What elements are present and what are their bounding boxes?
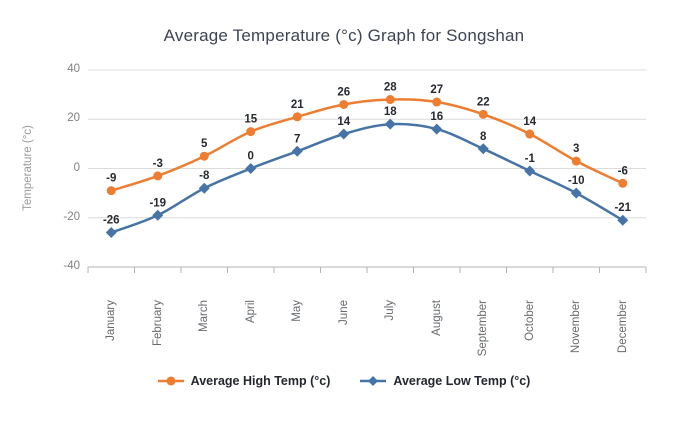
data-point-marker[interactable]: [617, 214, 629, 226]
series-line-0: [110, 98, 625, 192]
data-point-marker[interactable]: [198, 182, 210, 194]
x-axis-label: July: [378, 300, 402, 372]
data-point-label: -6: [618, 165, 628, 177]
data-point-marker[interactable]: [153, 171, 163, 181]
data-point-marker[interactable]: [292, 112, 302, 122]
x-axis-label-text: March: [198, 300, 211, 332]
legend-marker-icon: [157, 376, 184, 386]
data-point-label: 14: [523, 116, 536, 128]
data-point-label: 15: [244, 114, 257, 126]
y-axis-tick-label: 20: [67, 112, 80, 125]
data-point-label: -10: [568, 175, 585, 187]
x-axis-label: April: [239, 300, 263, 372]
x-axis-label: August: [425, 300, 449, 372]
x-axis-label-text: October: [523, 300, 536, 341]
legend-label: Average Low Temp (°c): [393, 374, 531, 388]
data-point-label: 5: [201, 138, 208, 150]
data-point-marker[interactable]: [384, 118, 396, 130]
data-point-marker[interactable]: [525, 129, 535, 139]
data-point-label: 18: [384, 106, 397, 118]
data-point-label: 0: [248, 151, 254, 163]
data-point-marker[interactable]: [105, 227, 117, 239]
data-point-marker[interactable]: [478, 109, 488, 119]
x-axis-label: September: [471, 300, 495, 372]
data-point-label: -9: [106, 173, 116, 185]
legend-item-0[interactable]: Average High Temp (°c): [157, 374, 331, 388]
data-point-marker[interactable]: [291, 145, 303, 157]
data-point-marker[interactable]: [385, 95, 395, 105]
x-axis-label-text: June: [337, 300, 350, 325]
legend-item-1[interactable]: Average Low Temp (°c): [360, 374, 530, 388]
data-point-marker[interactable]: [339, 99, 349, 109]
data-point-marker[interactable]: [477, 143, 489, 155]
data-point-label: 27: [430, 84, 443, 96]
x-axis-label-text: July: [384, 300, 397, 321]
data-point-label: -19: [149, 197, 166, 209]
data-point-label: 21: [291, 99, 304, 111]
data-point-marker[interactable]: [246, 127, 256, 137]
x-axis-label-text: August: [430, 300, 443, 336]
x-axis-label: June: [332, 300, 356, 372]
x-axis-label-text: February: [151, 300, 164, 347]
data-point-label: 14: [337, 116, 350, 128]
data-point-marker[interactable]: [618, 178, 628, 188]
series-line-1: [110, 122, 625, 234]
data-point-label: 28: [384, 82, 397, 94]
data-point-label: 26: [337, 86, 350, 98]
legend-marker-icon: [360, 376, 387, 386]
x-axis-label: October: [518, 300, 542, 372]
x-axis-label-text: November: [570, 300, 583, 354]
data-point-label: 3: [573, 143, 579, 155]
x-axis-label: December: [611, 300, 635, 372]
y-axis-tick-label: 0: [73, 161, 80, 174]
data-point-marker[interactable]: [338, 128, 350, 140]
data-point-label: -8: [199, 170, 210, 182]
x-axis-label: March: [192, 300, 216, 372]
x-axis-label: November: [564, 300, 588, 372]
data-point-label: -3: [153, 158, 163, 170]
data-point-marker[interactable]: [106, 186, 116, 196]
data-point-marker[interactable]: [570, 187, 582, 199]
data-point-marker[interactable]: [524, 165, 536, 177]
y-axis-title: Temperature (°c): [22, 125, 34, 211]
plot-area: -9 -3 5 15 21 26 28 27 22 14 3 -6 -26 -19 -8 0 7 14 18 16 8 -…: [87, 69, 647, 273]
x-axis-label: February: [146, 300, 170, 372]
data-point-label: -26: [103, 215, 120, 227]
data-point-marker[interactable]: [199, 151, 209, 161]
data-point-marker[interactable]: [432, 97, 442, 107]
x-axis-label-text: December: [616, 300, 629, 354]
data-point-label: 22: [477, 96, 490, 108]
data-point-label: 8: [480, 131, 487, 143]
x-axis-label-text: May: [291, 300, 304, 322]
y-axis-tick-label: -20: [63, 210, 80, 223]
x-axis-label: January: [99, 300, 123, 372]
data-point-label: 7: [294, 133, 300, 145]
y-axis-tick-label: 40: [67, 63, 80, 75]
legend: Average High Temp (°c) Average Low Temp (…: [0, 374, 688, 388]
x-axis-label-text: September: [477, 300, 490, 357]
chart-title: Average Temperature (°c) Graph for Songs…: [163, 26, 525, 45]
data-point-marker[interactable]: [245, 163, 257, 174]
data-point-label: 16: [430, 111, 443, 123]
data-point-marker[interactable]: [431, 123, 443, 135]
legend-label: Average High Temp (°c): [190, 374, 331, 388]
x-axis-label: May: [285, 300, 309, 372]
y-axis-tick-label: -40: [63, 260, 80, 272]
data-point-label: -21: [614, 202, 631, 214]
data-point-label: -1: [525, 153, 536, 165]
data-point-marker[interactable]: [152, 209, 164, 221]
data-point-marker[interactable]: [571, 156, 581, 166]
x-axis-label-text: January: [105, 300, 118, 341]
x-axis-label-text: April: [244, 300, 257, 324]
